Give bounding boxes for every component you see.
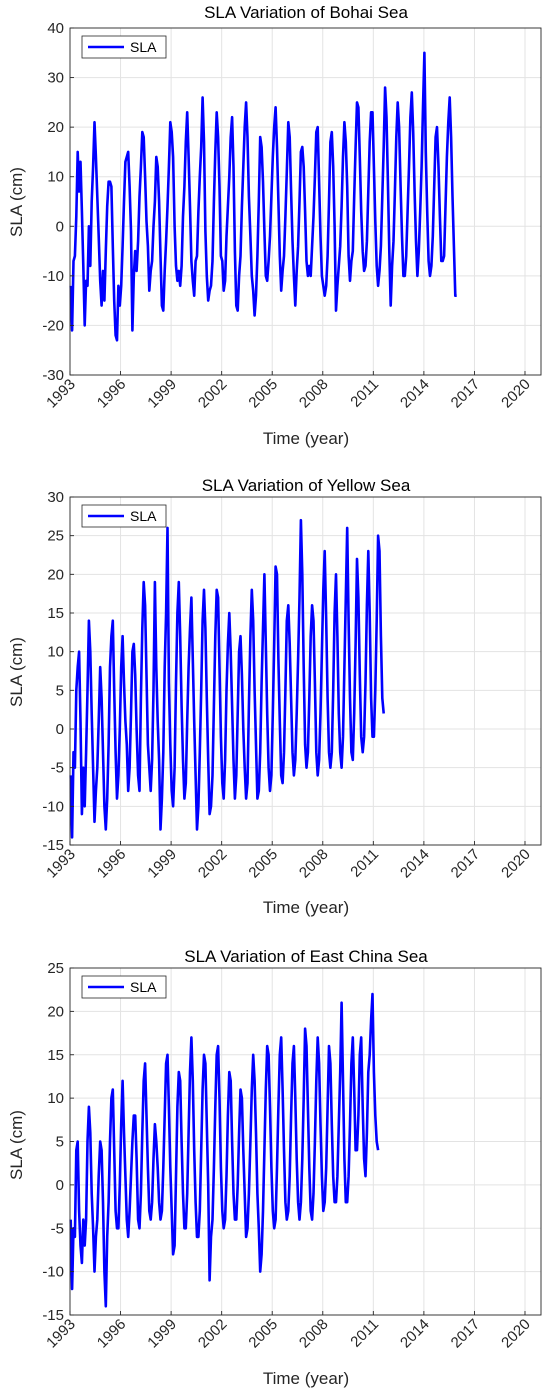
y-axis-label: SLA (cm) [7,1110,26,1180]
y-tick-label: -15 [42,837,64,854]
chart-title: SLA Variation of Yellow Sea [202,476,411,495]
y-tick-label: 20 [47,1003,64,1020]
legend-label: SLA [130,508,157,524]
legend-label: SLA [130,39,157,55]
x-tick-label: 2014 [397,846,433,882]
sla-series-line [69,992,380,1308]
x-tick-label: 2017 [448,1316,484,1352]
x-tick-label: 2011 [347,376,382,411]
y-tick-label: 0 [56,721,64,738]
x-tick-label: 1996 [94,846,130,882]
y-tick-label: 10 [47,644,64,661]
y-tick-label: 30 [47,70,64,87]
x-tick-label: 1999 [144,376,180,412]
x-tick-label: 2008 [296,846,332,882]
y-tick-label: 0 [56,1177,64,1194]
y-tick-label: -10 [42,798,64,815]
x-tick-label: 1996 [94,1316,130,1352]
y-tick-label: -10 [42,1264,64,1281]
x-tick-label: 2005 [245,846,281,882]
x-tick-label: 2014 [397,1316,433,1352]
x-tick-label: 2005 [245,376,281,412]
axes-box [69,27,542,376]
plot-area [70,497,541,845]
x-tick-label: 2020 [498,846,534,882]
y-tick-label: 10 [47,1090,64,1107]
y-tick-label: 15 [47,1047,64,1064]
x-tick-label: 2014 [397,376,433,412]
axes-box [69,496,542,846]
x-tick-label: 2002 [195,1316,231,1352]
x-tick-label: 2011 [347,846,382,881]
bohai-sea-chart: SLA Variation of Bohai Sea Time (year) S… [7,3,542,448]
sla-series-line [69,51,457,342]
y-tick-label: -10 [42,268,64,285]
x-tick-label: 1996 [94,376,130,412]
y-tick-label: 30 [47,489,64,506]
x-tick-label: 1999 [144,846,180,882]
x-axis-label: Time (year) [263,429,349,448]
y-tick-label: -30 [42,367,64,384]
x-axis-label: Time (year) [263,898,349,917]
y-tick-label: 25 [47,960,64,977]
x-tick-label: 2020 [498,1316,534,1352]
x-tick-label: 2017 [448,376,484,412]
x-axis-label: Time (year) [263,1369,349,1388]
legend-label: SLA [130,979,157,995]
y-tick-label: 5 [56,1134,64,1151]
x-tick-label: 2017 [448,846,484,882]
east-china-sea-chart: SLA Variation of East China Sea Time (ye… [7,947,542,1388]
y-tick-label: 5 [56,682,64,699]
x-tick-label: 2008 [296,376,332,412]
y-tick-label: 15 [47,605,64,622]
x-tick-label: 2005 [245,1316,281,1352]
sla-series-line [69,518,385,839]
yellow-sea-chart: SLA Variation of Yellow Sea Time (year) … [7,476,542,917]
y-tick-label: 10 [47,169,64,186]
y-axis-label: SLA (cm) [7,637,26,707]
x-tick-label: 2008 [296,1316,332,1352]
y-tick-label: -5 [51,1220,64,1237]
y-tick-label: 25 [47,528,64,545]
x-tick-label: 2020 [498,376,534,412]
y-axis-label: SLA (cm) [7,167,26,237]
chart-title: SLA Variation of East China Sea [184,947,428,966]
x-tick-label: 2011 [347,1316,382,1351]
y-tick-label: 40 [47,20,64,37]
x-tick-label: 2002 [195,376,231,412]
y-tick-label: 20 [47,566,64,583]
y-tick-label: -20 [42,317,64,334]
y-tick-label: 0 [56,218,64,235]
y-tick-label: -15 [42,1307,64,1324]
chart-title: SLA Variation of Bohai Sea [204,3,408,22]
y-tick-label: -5 [51,760,64,777]
y-tick-label: 20 [47,119,64,136]
x-tick-label: 2002 [195,846,231,882]
x-tick-label: 1999 [144,1316,180,1352]
